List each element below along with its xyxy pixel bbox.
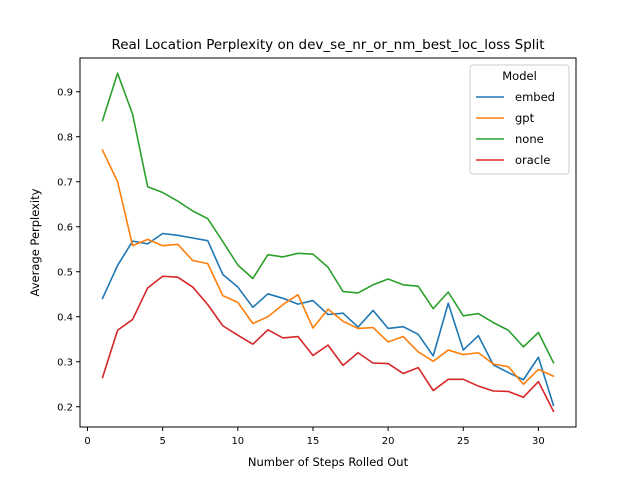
y-axis: 0.2 0.3 0.4 0.5 0.6 0.7 0.8 0.9	[57, 87, 80, 413]
x-tick-label: 0	[84, 436, 90, 447]
y-tick-label: 0.2	[57, 402, 73, 413]
x-tick-label: 5	[159, 436, 165, 447]
series-line-none	[101, 72, 555, 364]
y-tick-label: 0.9	[57, 87, 73, 98]
x-tick-label: 25	[457, 436, 470, 447]
series-line-gpt	[101, 149, 555, 386]
legend: Model embed gpt none oracle	[469, 64, 570, 175]
y-tick-label: 0.8	[57, 132, 73, 143]
x-tick-label: 10	[231, 436, 244, 447]
plot-area-frame	[79, 57, 577, 428]
plot-series	[101, 72, 555, 413]
y-tick-label: 0.7	[57, 177, 73, 188]
y-tick-label: 0.5	[57, 267, 73, 278]
chart-title: Real Location Perplexity on dev_se_nr_or…	[111, 37, 544, 53]
x-tick-label: 15	[307, 436, 320, 447]
y-tick-label: 0.4	[57, 312, 73, 323]
x-tick-label: 30	[532, 436, 545, 447]
legend-frame	[469, 64, 570, 175]
legend-label-none: none	[515, 132, 544, 146]
legend-label-oracle: oracle	[515, 153, 550, 167]
x-axis: 0 5 10 15 20 25 30	[84, 427, 545, 447]
legend-title: Model	[502, 69, 537, 83]
series-line-embed	[101, 232, 555, 407]
legend-label-embed: embed	[515, 90, 555, 104]
legend-label-gpt: gpt	[515, 111, 535, 125]
y-tick-label: 0.6	[57, 222, 73, 233]
x-tick-label: 20	[382, 436, 395, 447]
x-axis-label: Number of Steps Rolled Out	[248, 455, 409, 469]
series-line-oracle	[101, 275, 555, 413]
y-tick-label: 0.3	[57, 357, 73, 368]
y-axis-label: Average Perplexity	[28, 188, 42, 296]
